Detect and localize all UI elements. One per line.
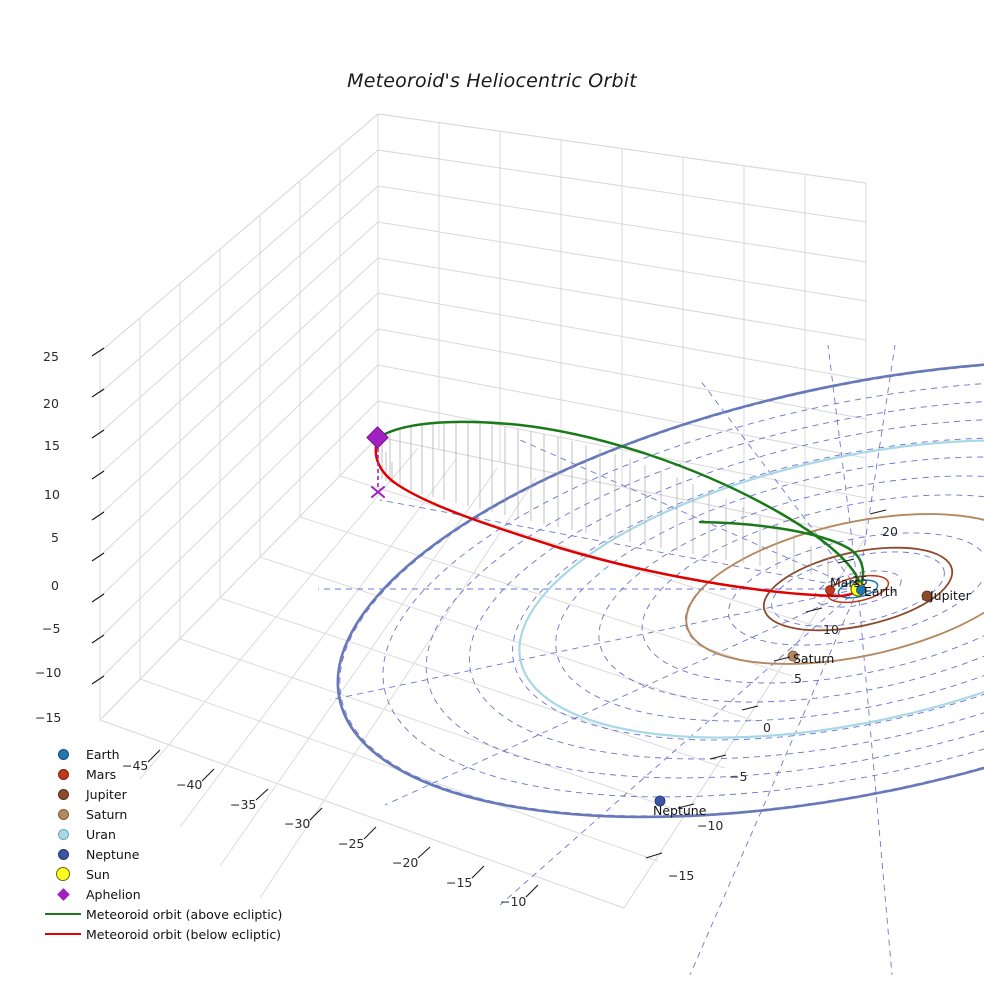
neptune-marker xyxy=(654,795,666,807)
legend-label: Earth xyxy=(86,746,120,762)
z-tick: −5 xyxy=(42,621,61,636)
saturn-label: Saturn xyxy=(793,651,835,666)
uranus-dot-icon xyxy=(40,824,86,844)
x-tick: −45 xyxy=(122,758,149,773)
x-tick: −30 xyxy=(284,816,311,831)
x-tick: −40 xyxy=(176,777,203,792)
legend-label: Mars xyxy=(86,766,117,782)
legend-item-sun[interactable]: Sun xyxy=(40,864,290,884)
neptune-orbit xyxy=(336,359,984,819)
aphelion-diamond-icon xyxy=(40,884,86,904)
z-tick: 0 xyxy=(51,578,59,593)
legend-label: Neptune xyxy=(86,846,140,862)
aphelion-projection-marker xyxy=(371,486,385,498)
legend-item-orbit-below[interactable]: Meteoroid orbit (below ecliptic) xyxy=(40,924,290,944)
earth-marker xyxy=(856,585,866,595)
meteoroid-orbit xyxy=(374,420,865,598)
jupiter-marker xyxy=(921,590,933,602)
legend-item-uranus[interactable]: Uran xyxy=(40,824,290,844)
axis-tick-marks xyxy=(91,347,887,898)
mars-label: Mars xyxy=(830,575,861,590)
legend-label: Uran xyxy=(86,826,116,842)
legend-label: Meteoroid orbit (below ecliptic) xyxy=(86,926,282,942)
z-tick: 15 xyxy=(44,438,60,453)
neptune-label: Neptune xyxy=(653,803,707,818)
meteoroid-orbit-above-ecliptic xyxy=(376,420,863,588)
x-tick: −35 xyxy=(230,797,257,812)
legend-item-saturn[interactable]: Saturn xyxy=(40,804,290,824)
legend-item-mars[interactable]: Mars xyxy=(40,764,290,784)
saturn-dot-icon xyxy=(40,804,86,824)
aphelion-group xyxy=(366,426,389,498)
z-tick: 5 xyxy=(51,530,59,545)
jupiter-label: Jupiter xyxy=(930,588,971,603)
y-tick: 0 xyxy=(763,720,771,735)
y-tick: 10 xyxy=(823,622,839,637)
saturn-marker xyxy=(787,650,799,662)
left-wall-grid xyxy=(99,113,379,721)
x-tick: −20 xyxy=(392,855,419,870)
y-tick: −5 xyxy=(729,769,748,784)
y-tick: −15 xyxy=(668,868,695,883)
y-tick: 15 xyxy=(852,573,868,588)
x-tick: −15 xyxy=(446,875,473,890)
green-line-icon xyxy=(40,904,86,924)
x-tick: −10 xyxy=(500,894,527,909)
uranus-orbit xyxy=(518,439,984,739)
polar-helper-spokes xyxy=(318,344,896,976)
neptune-dot-icon xyxy=(40,844,86,864)
legend-label: Sun xyxy=(86,866,110,882)
earth-dot-icon xyxy=(40,744,86,764)
jupiter-dot-icon xyxy=(40,784,86,804)
z-tick: 25 xyxy=(43,349,59,364)
legend-item-orbit-above[interactable]: Meteoroid orbit (above ecliptic) xyxy=(40,904,290,924)
mars-dot-icon xyxy=(40,764,86,784)
page-title: Meteoroid's Heliocentric Orbit xyxy=(347,70,637,92)
meteoroid-orbit-above-ecliptic-tail xyxy=(698,520,865,588)
legend-label: Jupiter xyxy=(86,786,127,802)
meteoroid-orbit-below-ecliptic xyxy=(374,436,840,598)
right-wall-grid xyxy=(377,113,867,538)
mars-marker xyxy=(825,585,835,595)
z-tick: −15 xyxy=(35,710,62,725)
y-tick: 20 xyxy=(882,524,898,539)
legend-label: Aphelion xyxy=(86,886,141,902)
z-tick: 10 xyxy=(44,487,60,502)
legend-item-aphelion[interactable]: Aphelion xyxy=(40,884,290,904)
legend-label: Saturn xyxy=(86,806,128,822)
red-line-icon xyxy=(40,924,86,944)
z-tick: 20 xyxy=(43,396,59,411)
jupiter-orbit xyxy=(762,546,954,632)
legend-item-neptune[interactable]: Neptune xyxy=(40,844,290,864)
earth-orbit xyxy=(837,579,879,599)
y-tick: 5 xyxy=(794,671,802,686)
earth-label: Earth xyxy=(864,584,898,599)
legend-item-jupiter[interactable]: Jupiter xyxy=(40,784,290,804)
legend-item-earth[interactable]: Earth xyxy=(40,744,290,764)
sun-dot-icon xyxy=(40,864,86,884)
legend: Earth Mars Jupiter Saturn Uran xyxy=(40,744,290,944)
y-tick: −10 xyxy=(697,818,724,833)
x-tick: −25 xyxy=(338,836,365,851)
planet-markers xyxy=(654,581,933,807)
legend-label: Meteoroid orbit (above ecliptic) xyxy=(86,906,283,922)
aphelion-marker xyxy=(366,426,389,449)
orbit-stem-lines xyxy=(381,423,829,578)
z-tick: −10 xyxy=(35,665,62,680)
saturn-orbit xyxy=(685,513,984,665)
